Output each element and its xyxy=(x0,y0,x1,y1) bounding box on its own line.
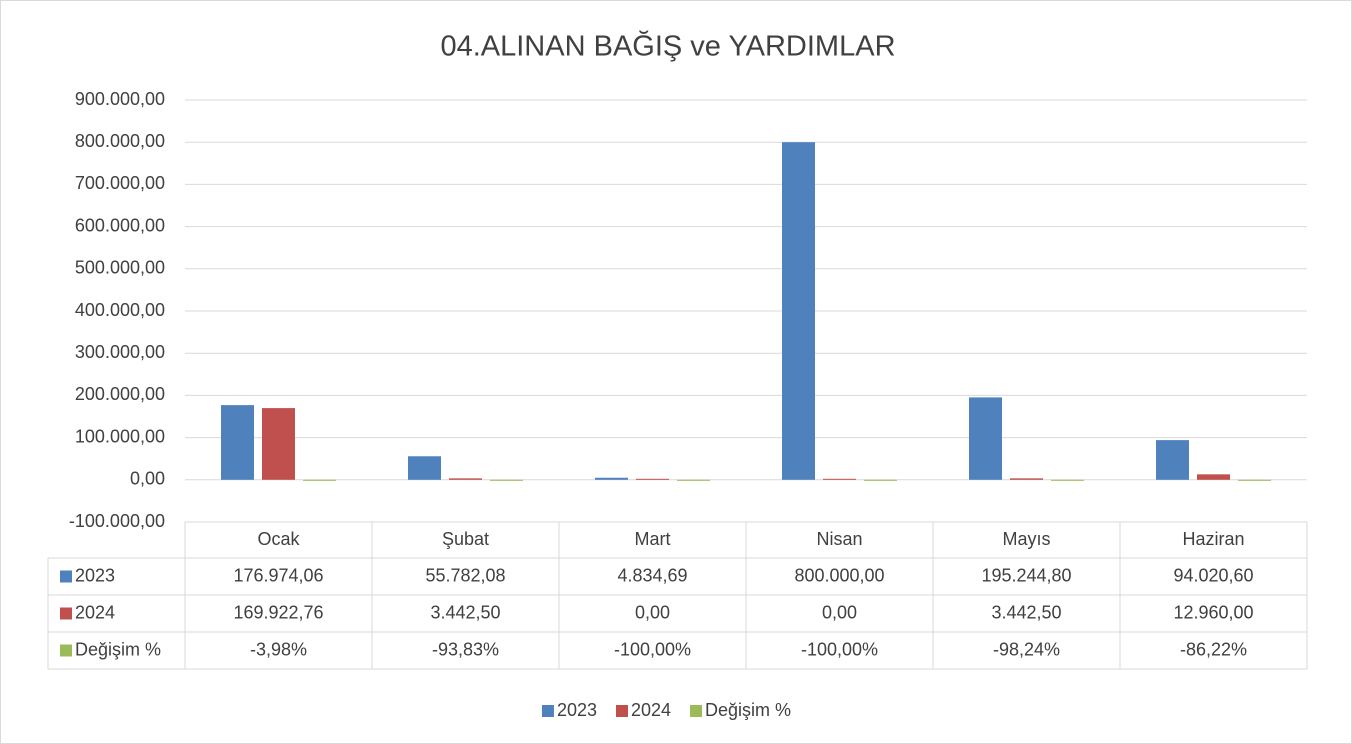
table-cell: 195.244,80 xyxy=(981,565,1071,585)
bar xyxy=(595,477,628,480)
y-tick-label: 100.000,00 xyxy=(75,426,165,446)
x-tick-label: Mart xyxy=(635,529,671,549)
table-cell: -3,98% xyxy=(250,639,307,659)
y-tick-label: 200.000,00 xyxy=(75,384,165,404)
y-tick-label: 0,00 xyxy=(130,469,165,489)
y-tick-label: 900.000,00 xyxy=(75,89,165,109)
bar xyxy=(677,479,710,481)
table-row-header: Değişim % xyxy=(75,639,161,659)
table-cell: 94.020,60 xyxy=(1173,565,1253,585)
y-tick-label: -100.000,00 xyxy=(69,511,165,531)
y-tick-label: 600.000,00 xyxy=(75,215,165,235)
table-cell: 0,00 xyxy=(822,602,857,622)
bar xyxy=(1010,478,1043,480)
bar xyxy=(969,397,1002,480)
bar xyxy=(1197,474,1230,480)
legend-key xyxy=(615,705,628,717)
bar xyxy=(490,479,523,481)
y-tick-label: 700.000,00 xyxy=(75,173,165,193)
bar xyxy=(449,478,482,480)
legend-key xyxy=(690,705,703,717)
legend-label: Değişim % xyxy=(705,700,791,720)
bar xyxy=(823,478,856,480)
table-cell: -100,00% xyxy=(614,639,691,659)
bar xyxy=(864,479,897,481)
bar xyxy=(221,405,254,480)
bar xyxy=(1051,479,1084,481)
x-tick-label: Mayıs xyxy=(1002,529,1050,549)
table-row-header: 2024 xyxy=(75,602,115,622)
table-cell: 3.442,50 xyxy=(991,602,1061,622)
y-tick-label: 300.000,00 xyxy=(75,342,165,362)
bar xyxy=(408,456,441,480)
table-cell: 3.442,50 xyxy=(430,602,500,622)
table-cell: -86,22% xyxy=(1180,639,1247,659)
bar xyxy=(636,478,669,480)
table-cell: -100,00% xyxy=(801,639,878,659)
y-tick-label: 400.000,00 xyxy=(75,300,165,320)
table-cell: 0,00 xyxy=(635,602,670,622)
bar xyxy=(782,142,815,480)
table-cell: 176.974,06 xyxy=(233,565,323,585)
legend-label: 2024 xyxy=(631,700,671,720)
table-cell: 12.960,00 xyxy=(1173,602,1253,622)
x-tick-label: Şubat xyxy=(442,529,489,549)
bar xyxy=(1238,479,1271,481)
x-tick-label: Ocak xyxy=(257,529,300,549)
x-tick-label: Nisan xyxy=(816,529,862,549)
table-cell: 800.000,00 xyxy=(794,565,884,585)
legend-key xyxy=(541,705,554,717)
y-tick-label: 500.000,00 xyxy=(75,258,165,278)
table-legend-key xyxy=(60,607,72,620)
bar xyxy=(303,479,336,481)
table-legend-key xyxy=(60,570,72,583)
table-cell: 4.834,69 xyxy=(617,565,687,585)
table-cell: 169.922,76 xyxy=(233,602,323,622)
table-legend-key xyxy=(60,644,72,657)
table-cell: 55.782,08 xyxy=(425,565,505,585)
y-tick-label: 800.000,00 xyxy=(75,131,165,151)
bar xyxy=(1156,440,1189,480)
bar xyxy=(262,408,295,480)
table-row-header: 2023 xyxy=(75,565,115,585)
table-cell: -93,83% xyxy=(432,639,499,659)
x-tick-label: Haziran xyxy=(1182,529,1244,549)
chart-title: 04.ALINAN BAĞIŞ ve YARDIMLAR xyxy=(440,30,895,63)
table-cell: -98,24% xyxy=(993,639,1060,659)
legend-label: 2023 xyxy=(557,700,597,720)
